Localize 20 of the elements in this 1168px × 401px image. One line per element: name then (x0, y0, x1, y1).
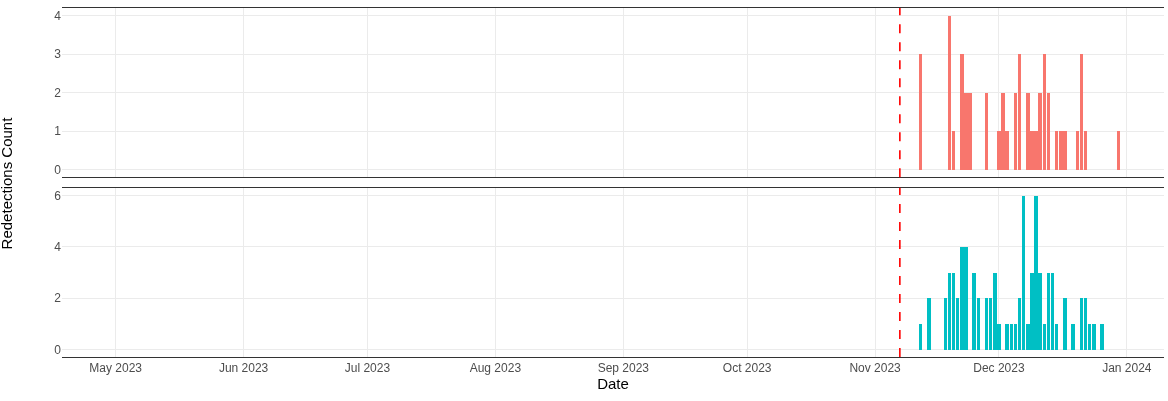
y-axis-title: Redetections Count (0, 116, 16, 250)
x-tick-label: Sep 2023 (597, 361, 650, 376)
x-tick-label: Jul 2023 (344, 361, 391, 376)
x-tick-label: Jun 2023 (218, 361, 269, 376)
y-tick-label: 4 (54, 239, 62, 254)
y-tick-label: 3 (54, 47, 62, 62)
x-tick-label: May 2023 (89, 361, 143, 376)
x-tick-label: Oct 2023 (722, 361, 772, 376)
x-axis-title: Date (597, 375, 629, 393)
y-tick-label: 6 (54, 188, 62, 203)
x-tick-label: Dec 2023 (973, 361, 1025, 376)
y-tick-label: 0 (54, 342, 62, 357)
y-tick-label: 2 (54, 291, 62, 306)
y-tick-label: 4 (54, 8, 62, 23)
y-tick-label: 1 (54, 124, 62, 139)
y-tick-label: 2 (54, 85, 62, 100)
x-tick-label: Jan 2024 (1102, 361, 1152, 376)
x-tick-label: Aug 2023 (469, 361, 522, 376)
y-tick-label: 0 (54, 162, 62, 177)
x-tick-label: Nov 2023 (849, 361, 902, 376)
